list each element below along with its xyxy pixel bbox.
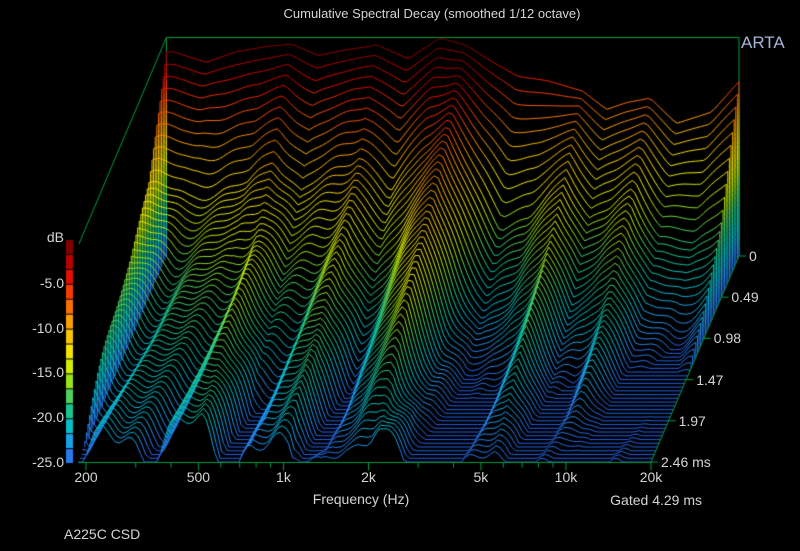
- x-axis-tick-label: 5k: [473, 469, 489, 485]
- colorbar-db-label: dB: [46, 229, 64, 245]
- db-tick-label: -15.0: [32, 364, 64, 381]
- time-tick-label: 1.97: [678, 412, 706, 429]
- footer-label: A225C CSD: [64, 526, 141, 542]
- db-tick-label: -5.0: [39, 274, 64, 291]
- x-axis-tick-label: 20k: [639, 469, 663, 485]
- x-axis-tick-label: 500: [186, 469, 211, 485]
- x-axis-tick-label: 2k: [361, 469, 376, 485]
- x-axis-tick-label: 10k: [554, 469, 578, 485]
- time-tick-label: 0: [749, 248, 757, 264]
- x-axis-tick-label: 200: [74, 469, 98, 485]
- chart-title: Cumulative Spectral Decay (smoothed 1/12…: [283, 6, 581, 21]
- arta-watermark: ARTA: [741, 31, 785, 55]
- db-tick-label: -10.0: [32, 319, 64, 336]
- time-tick-label: 0.98: [713, 330, 742, 347]
- db-tick-label: -20.0: [32, 409, 64, 426]
- frequency-axis-label: Frequency (Hz): [312, 491, 410, 507]
- x-axis-tick-label: 1k: [276, 469, 291, 485]
- gated-label: Gated 4.29 ms: [610, 492, 702, 508]
- time-tick-label: 0.49: [731, 289, 759, 306]
- time-tick-label: 2.46 ms: [661, 454, 711, 470]
- time-tick-label: 1.47: [696, 371, 724, 388]
- db-tick-label: -25.0: [32, 454, 64, 470]
